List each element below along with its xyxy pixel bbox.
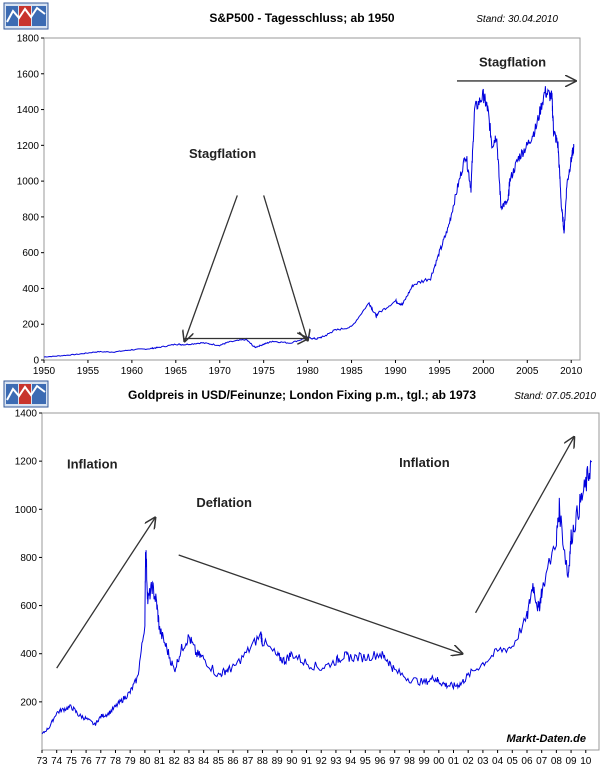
x-tick-label: 1970	[209, 366, 232, 377]
y-tick-label: 600	[22, 248, 39, 259]
chart-logo-icon	[3, 380, 49, 408]
y-tick-label: 400	[20, 649, 37, 660]
x-tick-label: 07	[536, 756, 548, 767]
trend-arrow	[56, 518, 155, 669]
chart-title: S&P500 - Tagesschluss; ab 1950	[209, 11, 395, 25]
x-tick-label: 94	[345, 756, 357, 767]
x-tick-label: 05	[507, 756, 519, 767]
x-tick-label: 98	[404, 756, 416, 767]
x-tick-label: 99	[419, 756, 431, 767]
x-tick-label: 88	[257, 756, 269, 767]
x-tick-label: 79	[125, 756, 137, 767]
x-tick-label: 84	[198, 756, 210, 767]
x-tick-label: 85	[213, 756, 225, 767]
y-tick-label: 200	[20, 697, 37, 708]
x-tick-label: 87	[242, 756, 254, 767]
x-tick-label: 1985	[340, 366, 363, 377]
chart-title: Goldpreis in USD/Feinunze; London Fixing…	[128, 388, 476, 402]
x-tick-label: 09	[566, 756, 578, 767]
x-tick-label: 2000	[472, 366, 495, 377]
x-tick-label: 04	[492, 756, 504, 767]
y-tick-label: 800	[22, 212, 39, 223]
y-tick-label: 800	[20, 553, 37, 564]
watermark: Markt-Daten.de	[507, 733, 586, 745]
x-tick-label: 08	[551, 756, 563, 767]
x-tick-label: 89	[272, 756, 284, 767]
y-tick-label: 600	[20, 601, 37, 612]
y-tick-label: 1200	[15, 457, 38, 468]
annotation-label: Inflation	[399, 455, 450, 470]
plot-frame	[41, 412, 600, 751]
x-tick-label: 1955	[77, 366, 100, 377]
x-tick-label: 00	[433, 756, 445, 767]
x-tick-label: 96	[374, 756, 386, 767]
plot-frame	[43, 37, 581, 361]
x-tick-label: 1995	[428, 366, 451, 377]
x-tick-label: 91	[301, 756, 313, 767]
y-tick-label: 1400	[15, 409, 38, 420]
annotation-label: Stagflation	[479, 55, 546, 70]
x-tick-label: 97	[389, 756, 401, 767]
y-tick-label: 1000	[15, 505, 38, 516]
x-tick-label: 1990	[384, 366, 407, 377]
stand-date: Stand: 30.04.2010	[476, 14, 558, 25]
y-tick-label: 1400	[17, 105, 40, 116]
y-tick-label: 0	[33, 356, 39, 367]
annotation-label: Inflation	[67, 456, 118, 471]
x-tick-label: 81	[154, 756, 166, 767]
trend-arrow	[178, 554, 463, 654]
sp500-chart: S&P500 - Tagesschluss; ab 1950 Stand: 30…	[3, 2, 583, 377]
x-tick-label: 95	[360, 756, 372, 767]
annotation-label: Deflation	[196, 495, 252, 510]
x-tick-label: 1965	[165, 366, 188, 377]
trend-arrow	[263, 195, 308, 340]
chart-logo-icon	[3, 2, 49, 30]
x-tick-label: 90	[286, 756, 298, 767]
x-tick-label: 1960	[121, 366, 144, 377]
series-line	[41, 459, 593, 735]
stand-date: Stand: 07.05.2010	[514, 391, 596, 402]
x-tick-label: 77	[95, 756, 107, 767]
x-tick-label: 75	[66, 756, 78, 767]
y-tick-label: 400	[22, 284, 39, 295]
y-tick-label: 200	[22, 320, 39, 331]
x-tick-label: 76	[81, 756, 93, 767]
x-tick-label: 02	[463, 756, 475, 767]
x-tick-label: 06	[521, 756, 533, 767]
series-line	[43, 86, 575, 358]
x-tick-label: 92	[316, 756, 328, 767]
x-tick-label: 1950	[33, 366, 56, 377]
x-tick-label: 83	[183, 756, 195, 767]
x-tick-label: 2005	[516, 366, 539, 377]
x-tick-label: 78	[110, 756, 122, 767]
x-tick-label: 1975	[253, 366, 276, 377]
x-tick-label: 82	[169, 756, 181, 767]
y-tick-label: 1000	[17, 177, 40, 188]
x-tick-label: 74	[51, 756, 63, 767]
x-tick-label: 01	[448, 756, 460, 767]
annotation-label: Stagflation	[189, 146, 256, 161]
x-tick-label: 93	[330, 756, 342, 767]
x-tick-label: 86	[227, 756, 239, 767]
x-tick-label: 10	[580, 756, 592, 767]
x-tick-label: 73	[36, 756, 48, 767]
x-tick-label: 2010	[560, 366, 583, 377]
x-tick-label: 03	[477, 756, 489, 767]
x-tick-label: 1980	[296, 366, 319, 377]
gold-chart: Goldpreis in USD/Feinunze; London Fixing…	[3, 380, 600, 767]
y-tick-label: 1200	[17, 141, 40, 152]
trend-arrow	[474, 437, 574, 614]
y-tick-label: 1600	[17, 69, 40, 80]
trend-arrow	[185, 195, 238, 341]
y-tick-label: 1800	[17, 34, 40, 45]
x-tick-label: 80	[139, 756, 151, 767]
